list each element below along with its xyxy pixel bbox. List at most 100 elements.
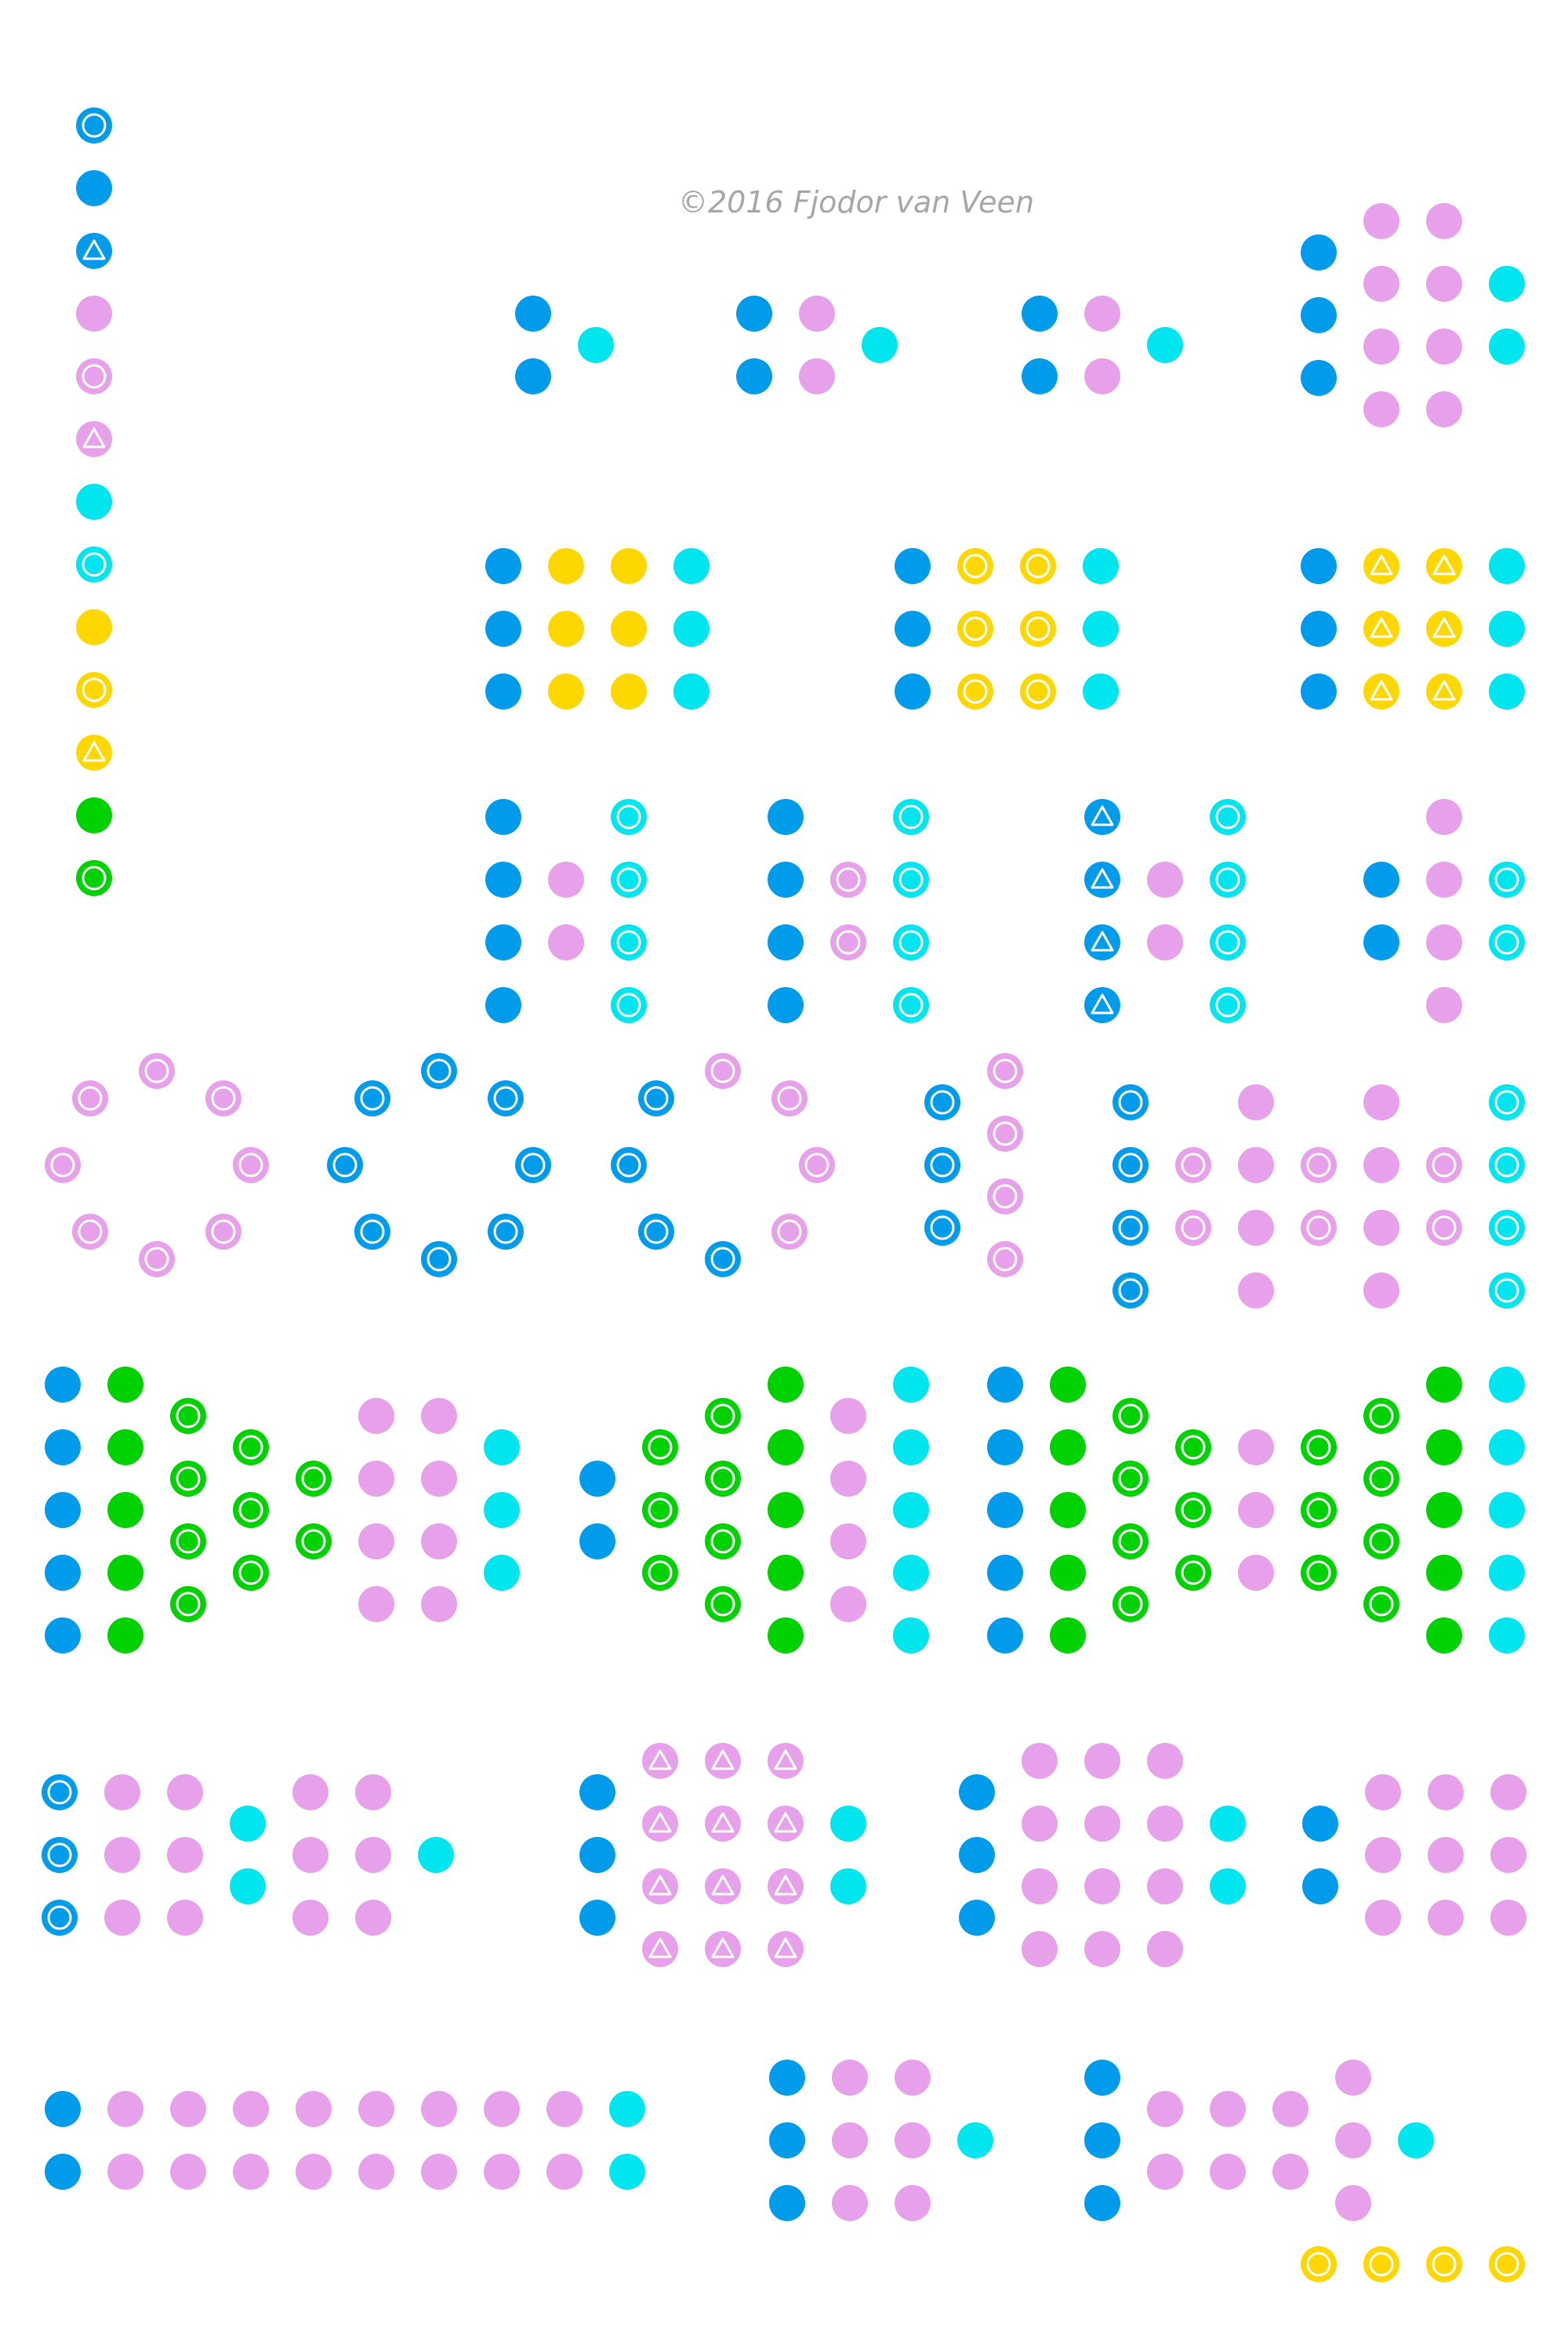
network-node (769, 2122, 805, 2158)
network-node (1084, 799, 1120, 835)
network-node (107, 1367, 143, 1403)
network-node (705, 1743, 741, 1779)
network-diagram (1301, 203, 1525, 427)
network-node (76, 609, 112, 645)
network-node (611, 1147, 647, 1183)
network-node (611, 924, 647, 960)
network-node (893, 1555, 929, 1591)
network-node (1022, 1806, 1058, 1842)
network-node (959, 1774, 995, 1810)
network-node (485, 987, 521, 1023)
network-diagram (485, 548, 710, 710)
network-diagram (736, 296, 898, 394)
network-node (548, 673, 584, 710)
network-node (1272, 2091, 1308, 2127)
network-node (170, 2091, 206, 2127)
network-node (1335, 2060, 1371, 2096)
network-node (611, 799, 647, 835)
network-node (768, 987, 804, 1023)
network-node (515, 1147, 551, 1183)
network-node (1147, 2091, 1183, 2127)
network-node (1490, 1837, 1526, 1873)
network-node (205, 1214, 241, 1250)
network-node (611, 862, 647, 898)
network-node (987, 1178, 1023, 1214)
network-node (45, 2154, 81, 2190)
network-node (1426, 1429, 1462, 1465)
network-node (45, 2091, 81, 2127)
network-node (1363, 1461, 1399, 1497)
network-node (895, 2185, 931, 2221)
network-node (799, 296, 835, 332)
network-node (895, 673, 931, 710)
network-node (768, 1931, 804, 1967)
network-node (705, 1806, 741, 1842)
network-node (358, 1523, 394, 1559)
network-node (705, 1931, 741, 1967)
network-node (1301, 297, 1337, 333)
network-node (45, 1147, 81, 1183)
network-node (292, 1900, 328, 1936)
network-node (830, 1398, 866, 1434)
network-node (1022, 358, 1058, 394)
network-node (1112, 1398, 1149, 1434)
network-node (1301, 548, 1337, 584)
network-node (76, 358, 112, 394)
network-node (107, 1429, 143, 1465)
network-node (642, 1806, 678, 1842)
network-node (1363, 1523, 1399, 1559)
network-node (1084, 1868, 1120, 1904)
network-node (579, 1523, 615, 1559)
network-node (642, 1492, 678, 1528)
network-node (1147, 1806, 1183, 1842)
copyright-credit: ©2016 Fjodor van Veen (678, 185, 1034, 220)
network-node (830, 1868, 866, 1904)
network-node (1238, 1210, 1274, 1246)
network-node (1363, 673, 1399, 710)
network-node (611, 673, 647, 710)
network-node (673, 611, 710, 647)
network-node (421, 1461, 457, 1497)
network-node (638, 1080, 674, 1116)
network-node (76, 797, 112, 833)
network-node (611, 548, 647, 584)
network-diagram (1022, 296, 1183, 394)
network-node (488, 1214, 524, 1250)
network-node (76, 170, 112, 206)
network-node (515, 296, 551, 332)
network-node (1302, 1806, 1338, 1842)
network-node (1147, 924, 1183, 960)
network-diagram (959, 1743, 1246, 1967)
network-node (1398, 2122, 1434, 2158)
network-node (167, 1774, 203, 1810)
network-node (1489, 1367, 1525, 1403)
network-node (642, 1555, 678, 1591)
network-node (1363, 924, 1399, 960)
network-node (1175, 1492, 1211, 1528)
network-node (799, 358, 835, 394)
network-diagram (327, 1053, 551, 1277)
network-node (421, 2091, 457, 2127)
network-node (1301, 2246, 1337, 2282)
network-node (1426, 203, 1462, 239)
network-diagram (579, 1367, 929, 1653)
network-node (799, 1147, 835, 1183)
network-node (638, 1214, 674, 1250)
network-node (45, 1429, 81, 1465)
network-node (1426, 2246, 1462, 2282)
network-node (76, 107, 112, 143)
network-node (1238, 1272, 1274, 1308)
network-node (1301, 360, 1337, 396)
network-node (548, 862, 584, 898)
network-node (1426, 391, 1462, 427)
network-node (1210, 987, 1246, 1023)
network-node (1084, 2185, 1120, 2221)
network-node (45, 1492, 81, 1528)
network-node (107, 2091, 143, 2127)
network-node (1428, 1837, 1464, 1873)
network-node (768, 1555, 804, 1591)
network-node (579, 1461, 615, 1497)
network-node (1489, 328, 1525, 365)
network-node (987, 1367, 1023, 1403)
network-node (1210, 924, 1246, 960)
